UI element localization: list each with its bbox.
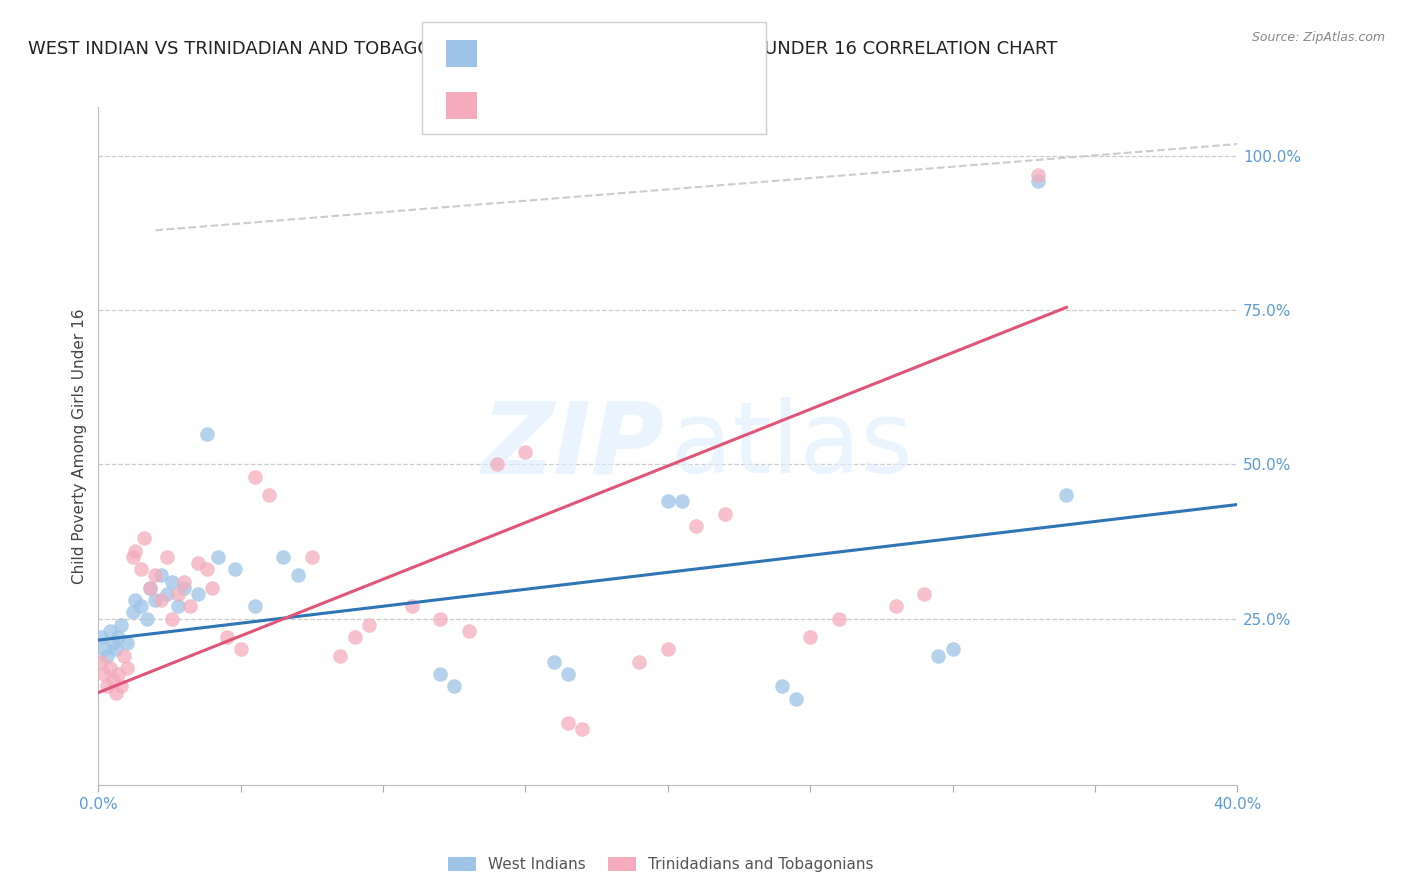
Point bbox=[301, 549, 323, 564]
Point bbox=[115, 636, 138, 650]
Point bbox=[828, 611, 851, 625]
Y-axis label: Child Poverty Among Girls Under 16: Child Poverty Among Girls Under 16 bbox=[72, 309, 87, 583]
Point bbox=[156, 587, 179, 601]
Point bbox=[173, 581, 195, 595]
Point bbox=[770, 679, 793, 693]
Text: WEST INDIAN VS TRINIDADIAN AND TOBAGONIAN CHILD POVERTY AMONG GIRLS UNDER 16 COR: WEST INDIAN VS TRINIDADIAN AND TOBAGONIA… bbox=[28, 40, 1057, 58]
Point bbox=[942, 642, 965, 657]
Point bbox=[195, 562, 218, 576]
Point bbox=[98, 624, 121, 638]
Point bbox=[187, 556, 209, 570]
Point bbox=[628, 655, 651, 669]
Point bbox=[714, 507, 737, 521]
Point bbox=[243, 599, 266, 614]
Point bbox=[132, 532, 155, 546]
Point bbox=[90, 630, 112, 644]
Point bbox=[785, 691, 807, 706]
Text: Source: ZipAtlas.com: Source: ZipAtlas.com bbox=[1251, 31, 1385, 45]
Point bbox=[121, 549, 143, 564]
Point bbox=[107, 630, 129, 644]
Point bbox=[259, 488, 281, 502]
Point bbox=[110, 679, 132, 693]
Point bbox=[98, 661, 121, 675]
Point bbox=[657, 494, 679, 508]
Point bbox=[90, 655, 112, 669]
Point bbox=[101, 673, 124, 688]
Point bbox=[207, 549, 229, 564]
Point bbox=[571, 723, 593, 737]
Point bbox=[150, 568, 173, 582]
Point bbox=[401, 599, 423, 614]
Point bbox=[107, 667, 129, 681]
Point bbox=[179, 599, 201, 614]
Point bbox=[145, 593, 167, 607]
Point bbox=[104, 685, 127, 699]
Point bbox=[927, 648, 949, 663]
Point bbox=[104, 642, 127, 657]
Point bbox=[129, 599, 152, 614]
Text: N = 49: N = 49 bbox=[592, 96, 654, 114]
Point bbox=[1056, 488, 1078, 502]
Point bbox=[129, 562, 152, 576]
Point bbox=[543, 655, 565, 669]
Point bbox=[243, 470, 266, 484]
Point bbox=[110, 617, 132, 632]
Legend: West Indians, Trinidadians and Tobagonians: West Indians, Trinidadians and Tobagonia… bbox=[440, 849, 882, 880]
Point bbox=[1026, 174, 1049, 188]
Point bbox=[557, 716, 579, 731]
Point bbox=[162, 574, 184, 589]
Point bbox=[201, 581, 224, 595]
Point bbox=[112, 648, 135, 663]
Point bbox=[215, 630, 238, 644]
Text: atlas: atlas bbox=[671, 398, 912, 494]
Point bbox=[671, 494, 693, 508]
Point bbox=[162, 611, 184, 625]
Point bbox=[329, 648, 352, 663]
Point bbox=[173, 574, 195, 589]
Text: R = 0.651: R = 0.651 bbox=[491, 96, 581, 114]
Point bbox=[287, 568, 309, 582]
Point bbox=[167, 599, 190, 614]
Point bbox=[138, 581, 160, 595]
Point bbox=[273, 549, 295, 564]
Point bbox=[121, 606, 143, 620]
Point bbox=[93, 642, 115, 657]
Point bbox=[1026, 168, 1049, 182]
Point bbox=[115, 661, 138, 675]
Point bbox=[884, 599, 907, 614]
Point bbox=[912, 587, 935, 601]
Point bbox=[187, 587, 209, 601]
Point bbox=[195, 426, 218, 441]
Point bbox=[156, 549, 179, 564]
Point bbox=[799, 630, 821, 644]
Point bbox=[101, 636, 124, 650]
Point bbox=[135, 611, 157, 625]
Point bbox=[145, 568, 167, 582]
Point bbox=[150, 593, 173, 607]
Point bbox=[357, 617, 380, 632]
Point bbox=[138, 581, 160, 595]
Point bbox=[657, 642, 679, 657]
Point bbox=[557, 667, 579, 681]
Point bbox=[515, 445, 537, 459]
Text: N = 39: N = 39 bbox=[592, 45, 654, 62]
Point bbox=[224, 562, 246, 576]
Point bbox=[124, 543, 146, 558]
Point bbox=[229, 642, 252, 657]
Point bbox=[93, 667, 115, 681]
Point bbox=[457, 624, 479, 638]
Point bbox=[96, 648, 118, 663]
Point bbox=[343, 630, 366, 644]
Point bbox=[486, 458, 509, 472]
Text: ZIP: ZIP bbox=[481, 398, 665, 494]
Point bbox=[167, 587, 190, 601]
Text: R = 0.337: R = 0.337 bbox=[491, 45, 582, 62]
Point bbox=[429, 611, 451, 625]
Point bbox=[685, 519, 707, 533]
Point bbox=[96, 679, 118, 693]
Point bbox=[429, 667, 451, 681]
Point bbox=[443, 679, 465, 693]
Point bbox=[124, 593, 146, 607]
